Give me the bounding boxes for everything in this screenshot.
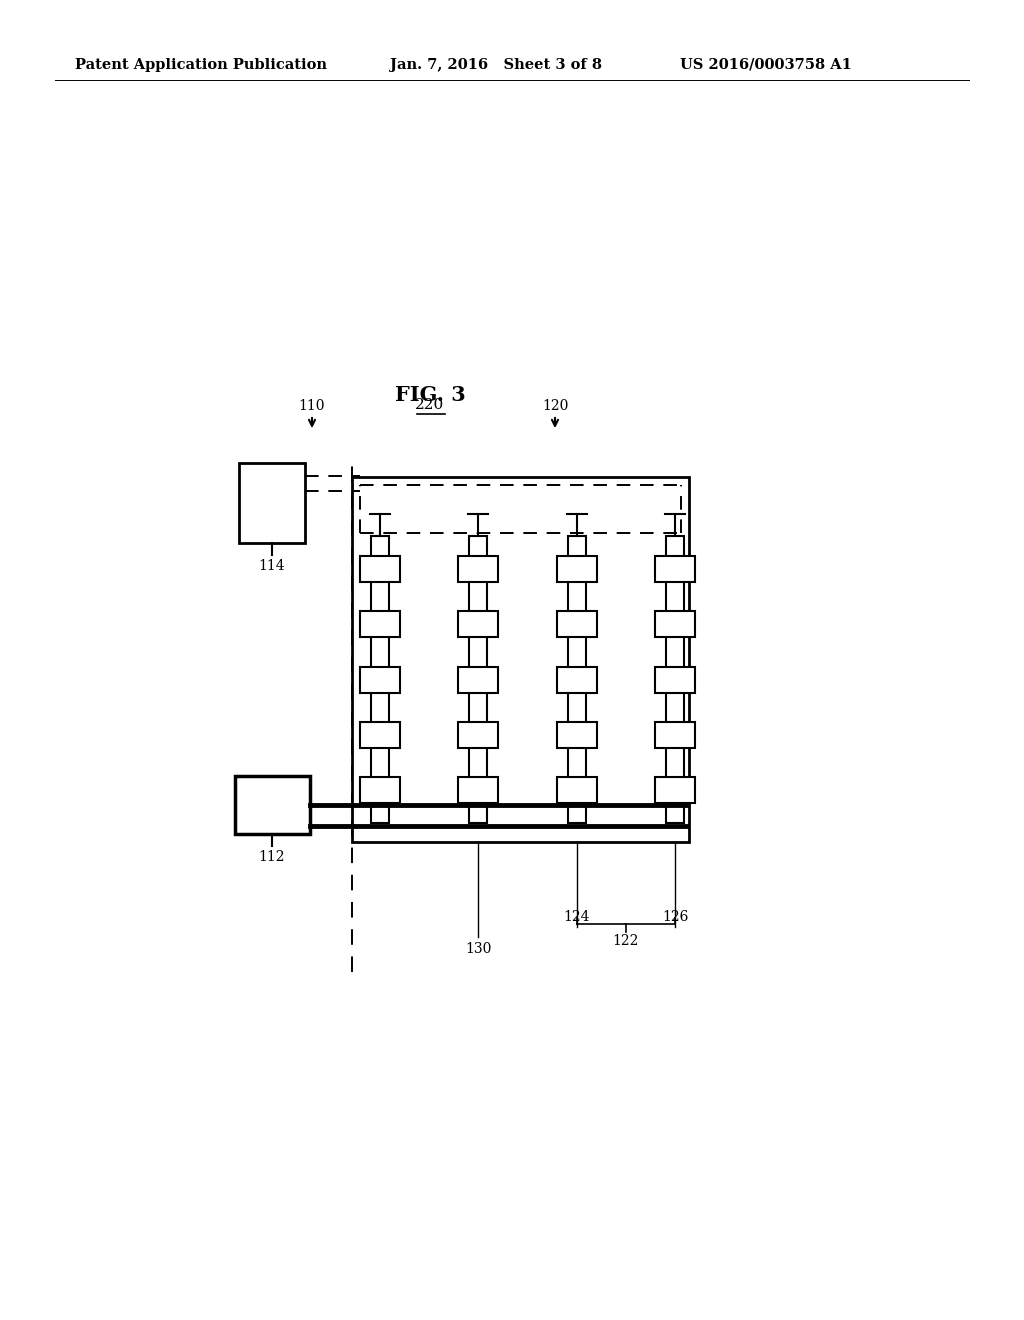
Bar bbox=[459, 777, 499, 804]
Bar bbox=[360, 777, 400, 804]
Text: Jan. 7, 2016   Sheet 3 of 8: Jan. 7, 2016 Sheet 3 of 8 bbox=[390, 58, 602, 73]
Bar bbox=[360, 556, 400, 582]
Bar bbox=[239, 463, 305, 543]
Text: 114: 114 bbox=[259, 558, 286, 573]
Bar bbox=[567, 536, 586, 822]
Bar bbox=[666, 536, 684, 822]
Bar bbox=[459, 722, 499, 748]
Bar bbox=[557, 667, 597, 693]
Bar bbox=[234, 776, 309, 834]
Bar bbox=[469, 536, 487, 822]
Text: 220: 220 bbox=[416, 399, 444, 412]
Text: 126: 126 bbox=[662, 909, 688, 924]
Bar bbox=[655, 667, 695, 693]
Bar bbox=[655, 777, 695, 804]
Text: FIG. 3: FIG. 3 bbox=[394, 385, 465, 405]
Bar bbox=[557, 556, 597, 582]
Bar bbox=[557, 611, 597, 638]
Bar bbox=[459, 556, 499, 582]
Bar bbox=[655, 556, 695, 582]
Bar bbox=[557, 722, 597, 748]
Bar bbox=[371, 536, 389, 822]
Bar bbox=[360, 667, 400, 693]
Text: 120: 120 bbox=[542, 399, 568, 413]
Bar bbox=[655, 722, 695, 748]
Text: 122: 122 bbox=[612, 935, 639, 948]
Text: 130: 130 bbox=[465, 942, 492, 956]
Text: Patent Application Publication: Patent Application Publication bbox=[75, 58, 327, 73]
Bar bbox=[459, 667, 499, 693]
Text: 110: 110 bbox=[299, 399, 326, 413]
Text: US 2016/0003758 A1: US 2016/0003758 A1 bbox=[680, 58, 852, 73]
Bar bbox=[352, 477, 689, 842]
Bar bbox=[360, 722, 400, 748]
Bar bbox=[360, 611, 400, 638]
Text: 124: 124 bbox=[563, 909, 590, 924]
Bar bbox=[459, 611, 499, 638]
Bar bbox=[557, 777, 597, 804]
Bar bbox=[655, 611, 695, 638]
Text: 112: 112 bbox=[259, 850, 286, 865]
